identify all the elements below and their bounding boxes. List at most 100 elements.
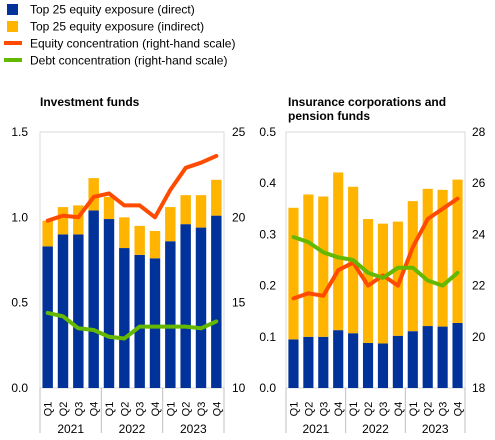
bar-indirect (211, 179, 222, 216)
bar-indirect (333, 172, 344, 331)
bar-direct (119, 248, 130, 388)
legend: Top 25 equity exposure (direct) Top 25 eq… (4, 3, 235, 68)
right-axis-tick-label: 26 (472, 176, 486, 190)
x-tick-label: Q1 (165, 402, 177, 417)
bar-indirect (149, 230, 161, 259)
x-tick-label: Q1 (408, 402, 420, 417)
right-axis-tick-label: 24 (472, 227, 486, 241)
legend-label: Top 25 equity exposure (indirect) (30, 20, 204, 34)
legend-label: Top 25 equity exposure (direct) (30, 3, 195, 17)
year-label: 2023 (180, 422, 207, 436)
bar-direct (392, 335, 403, 388)
bar-direct (333, 330, 344, 388)
x-tick-label: Q2 (423, 402, 435, 417)
bar-direct (195, 227, 207, 388)
year-label: 2021 (302, 422, 329, 436)
x-tick-label: Q2 (119, 402, 131, 417)
bar-direct (88, 210, 99, 388)
bar-indirect (195, 195, 207, 228)
line-equity-concentration (291, 196, 460, 301)
right-axis-tick-label: 28 (472, 125, 486, 139)
x-tick-label: Q4 (211, 402, 223, 417)
bar-indirect (362, 219, 374, 343)
right-axis-tick-label: 15 (232, 296, 246, 310)
bar-direct (57, 234, 69, 388)
bar-indirect (303, 194, 314, 337)
line-debt-concentration (291, 235, 460, 288)
x-tick-label: Q4 (393, 402, 405, 417)
x-tick-label: Q2 (181, 402, 193, 417)
x-tick-label: Q4 (89, 402, 101, 417)
bar-direct (422, 326, 433, 388)
bar-indirect (392, 221, 403, 336)
year-label: 2022 (362, 422, 389, 436)
bar-indirect (134, 225, 145, 255)
x-tick-label: Q3 (438, 402, 450, 417)
bar-indirect (73, 205, 84, 235)
bar-direct (149, 258, 161, 388)
left-axis-tick-label: 1.0 (11, 210, 28, 224)
bar-direct (362, 342, 374, 388)
x-tick-label: Q2 (363, 402, 375, 417)
left-axis-tick-label: 0.5 (11, 296, 28, 310)
plot-frame (285, 131, 466, 389)
bar-indirect (180, 195, 191, 225)
line-debt-concentration (45, 310, 219, 341)
plot-frame (39, 131, 225, 389)
bar-direct (180, 224, 191, 388)
x-tick-label: Q1 (288, 402, 300, 417)
year-label: 2023 (422, 422, 449, 436)
panel-title: Insurance corporations and pension funds (288, 95, 446, 123)
year-label: 2022 (119, 422, 146, 436)
x-tick-label: Q2 (58, 402, 70, 417)
bar-direct (103, 219, 115, 388)
bar-indirect (119, 217, 130, 249)
left-axis-tick-label: 0.1 (259, 330, 276, 344)
right-axis-tick-label: 22 (472, 279, 486, 293)
line-equity-concentration (45, 153, 219, 223)
bar-direct (407, 331, 418, 388)
bar-indirect (57, 207, 69, 235)
bar-direct (165, 241, 176, 388)
x-tick-label: Q3 (378, 402, 390, 417)
bar-direct (303, 336, 314, 388)
bar-indirect (377, 223, 389, 344)
x-tick-label: Q1 (104, 402, 116, 417)
legend-label: Debt concentration (right-hand scale) (30, 54, 227, 68)
left-axis-tick-label: 1.5 (11, 125, 28, 139)
bar-direct (288, 339, 299, 388)
right-axis-tick-label: 25 (232, 125, 246, 139)
bar-indirect (42, 220, 53, 247)
panel-title: Investment funds (40, 95, 140, 109)
legend-swatch (7, 21, 18, 32)
right-axis-tick-label: 20 (472, 330, 486, 344)
bar-direct (73, 234, 84, 388)
x-tick-label: Q2 (303, 402, 315, 417)
bar-indirect (422, 188, 433, 327)
bar-indirect (288, 207, 299, 340)
left-axis-tick-label: 0.3 (259, 227, 276, 241)
bar-direct (42, 246, 53, 388)
right-axis-tick-label: 18 (472, 381, 486, 395)
x-tick-label: Q3 (135, 402, 147, 417)
bar-direct (134, 254, 145, 388)
x-tick-label: Q1 (43, 402, 55, 417)
panel-insurance-pension-funds: Insurance corporations and pension funds 0… (259, 95, 485, 436)
bar-direct (377, 343, 389, 388)
bar-direct (211, 215, 222, 388)
left-axis-tick-label: 0.0 (11, 381, 28, 395)
x-tick-label: Q3 (318, 402, 330, 417)
legend-swatch (7, 4, 18, 15)
x-tick-label: Q4 (333, 402, 345, 417)
bar-indirect (88, 178, 99, 211)
x-tick-label: Q3 (196, 402, 208, 417)
x-tick-label: Q3 (73, 402, 85, 417)
bar-direct (437, 326, 448, 388)
x-tick-label: Q4 (453, 402, 465, 417)
left-axis-tick-label: 0.2 (259, 279, 276, 293)
left-axis-tick-label: 0.4 (259, 176, 276, 190)
bar-direct (452, 322, 463, 388)
bar-indirect (165, 207, 176, 242)
